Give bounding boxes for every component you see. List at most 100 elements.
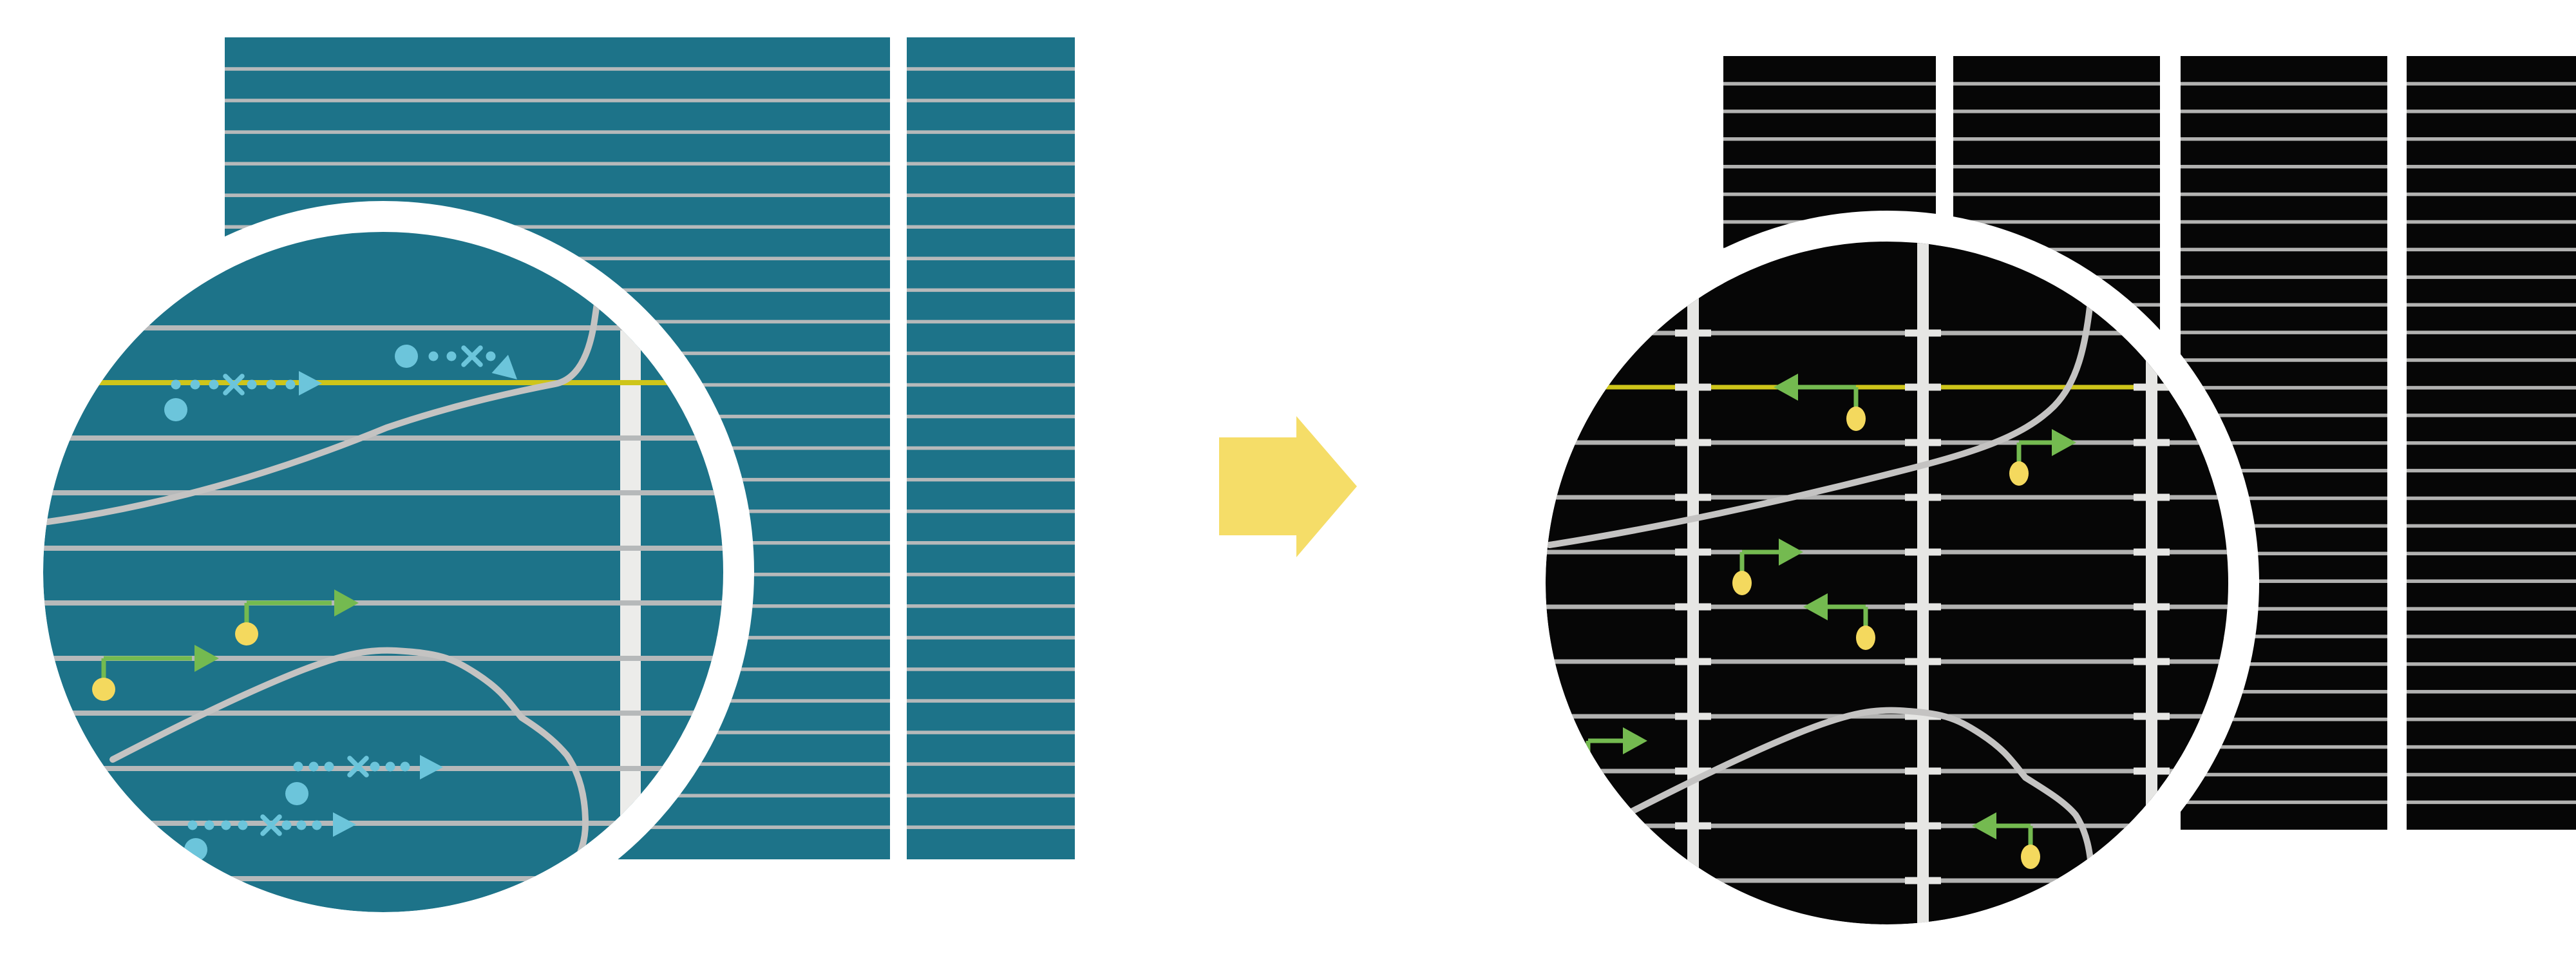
dislocation-dot bbox=[204, 820, 214, 830]
finger-line bbox=[907, 383, 1075, 387]
busbar-solder-pad bbox=[1905, 712, 1941, 720]
finger-line bbox=[1953, 220, 2160, 224]
finger-line bbox=[907, 99, 1075, 102]
movement-flag bbox=[1972, 812, 2040, 869]
finger-line bbox=[2407, 247, 2576, 252]
dislocation-dot-large bbox=[285, 782, 308, 805]
finger-line bbox=[1723, 164, 1936, 169]
yellow-marker-dot bbox=[1846, 406, 1866, 431]
green-arrowhead bbox=[1803, 593, 1828, 620]
dislocation-dot bbox=[385, 761, 395, 772]
magnified-finger-line bbox=[43, 821, 723, 826]
dislocation-dot bbox=[187, 820, 198, 830]
busbar-solder-pad bbox=[1675, 439, 1711, 446]
finger-line bbox=[2181, 330, 2387, 334]
magnified-finger-line bbox=[43, 876, 723, 881]
dislocation-dot bbox=[190, 379, 200, 390]
busbar-solder-pad bbox=[1675, 493, 1711, 501]
dislocation-arrowhead bbox=[299, 371, 322, 396]
finger-line bbox=[1953, 164, 2160, 169]
yellow-marker-dot bbox=[1732, 571, 1752, 595]
busbar-solder-pad bbox=[1905, 329, 1941, 337]
busbar-solder-pad bbox=[2134, 712, 2170, 720]
busbar-solder-pad bbox=[1675, 767, 1711, 775]
busbar bbox=[1687, 242, 1699, 924]
finger-line bbox=[2181, 358, 2387, 362]
flag-stem bbox=[1739, 549, 1779, 572]
magnified-finger-line bbox=[1546, 769, 2228, 774]
movement-flag bbox=[1732, 539, 1803, 595]
finger-line bbox=[2181, 275, 2387, 280]
finger-line bbox=[907, 699, 1075, 703]
finger-line bbox=[2407, 496, 2576, 501]
finger-line bbox=[907, 509, 1075, 513]
busbar-solder-pad bbox=[2134, 439, 2170, 446]
finger-line bbox=[2407, 662, 2576, 666]
finger-line bbox=[2181, 551, 2387, 556]
grain-boundary-curve bbox=[109, 647, 589, 874]
finger-line bbox=[907, 667, 1075, 671]
dislocation-dot bbox=[285, 379, 296, 390]
movement-flag bbox=[1803, 593, 1875, 650]
dislocation-dot-large bbox=[164, 398, 187, 421]
finger-line bbox=[2407, 579, 2576, 583]
finger-line bbox=[2181, 772, 2387, 777]
finger-line bbox=[1953, 82, 2160, 86]
finger-line bbox=[2181, 164, 2387, 169]
finger-line bbox=[1953, 110, 2160, 113]
magnified-finger-line bbox=[43, 435, 723, 441]
dislocation-dot bbox=[247, 379, 257, 390]
magnified-finger-line bbox=[43, 600, 723, 606]
magnified-finger-line bbox=[1546, 878, 2228, 883]
busbar-solder-pad bbox=[1675, 383, 1711, 391]
busbar-solder-pad bbox=[1905, 877, 1941, 884]
finger-line bbox=[2181, 414, 2387, 417]
magnified-finger-line bbox=[1546, 440, 2228, 445]
busbar-solder-pad bbox=[2134, 658, 2170, 665]
magnified-finger-line bbox=[43, 546, 723, 551]
finger-line bbox=[2407, 690, 2576, 694]
dislocation-dot bbox=[209, 379, 219, 390]
dislocation-dot bbox=[324, 761, 334, 772]
finger-line bbox=[2181, 82, 2387, 86]
finger-line bbox=[2181, 800, 2387, 805]
busbar-solder-pad bbox=[2134, 493, 2170, 501]
green-arrowhead bbox=[1623, 727, 1647, 754]
dislocation-dot-large bbox=[395, 345, 418, 368]
busbar-solder-pad bbox=[1905, 548, 1941, 556]
yellow-marker-dot bbox=[92, 678, 115, 701]
finger-line bbox=[2181, 247, 2387, 252]
pinning-x-mark bbox=[260, 814, 282, 836]
flag-stem bbox=[1996, 823, 2033, 846]
magnifier-disc bbox=[1546, 242, 2228, 924]
magnified-finger-line bbox=[43, 711, 723, 716]
finger-line bbox=[2181, 110, 2387, 113]
magnified-finger-line bbox=[43, 325, 723, 330]
finger-line bbox=[2407, 772, 2576, 777]
finger-line bbox=[907, 794, 1075, 797]
dislocation-dot bbox=[308, 761, 319, 772]
finger-line bbox=[907, 130, 1075, 134]
finger-line bbox=[2181, 496, 2387, 501]
finger-line bbox=[2181, 607, 2387, 611]
busbar-solder-pad bbox=[1905, 603, 1941, 611]
magnified-finger-line bbox=[1546, 330, 2228, 336]
yellow-marker-dot bbox=[2021, 845, 2040, 869]
finger-line bbox=[2181, 579, 2387, 583]
finger-line bbox=[225, 162, 890, 166]
dislocation-dot bbox=[400, 761, 410, 772]
finger-line bbox=[2407, 745, 2576, 749]
finger-line bbox=[2407, 607, 2576, 611]
finger-line bbox=[2407, 635, 2576, 638]
finger-line bbox=[907, 162, 1075, 166]
pinning-x-mark bbox=[223, 374, 245, 396]
busbar-solder-pad bbox=[1905, 439, 1941, 446]
finger-line bbox=[2407, 441, 2576, 445]
right-arrow-icon bbox=[1219, 416, 1357, 557]
finger-line bbox=[1723, 82, 1936, 86]
finger-line bbox=[2181, 137, 2387, 141]
finger-line bbox=[907, 351, 1075, 356]
finger-line bbox=[2407, 82, 2576, 86]
dislocation-arrowhead bbox=[491, 354, 517, 379]
